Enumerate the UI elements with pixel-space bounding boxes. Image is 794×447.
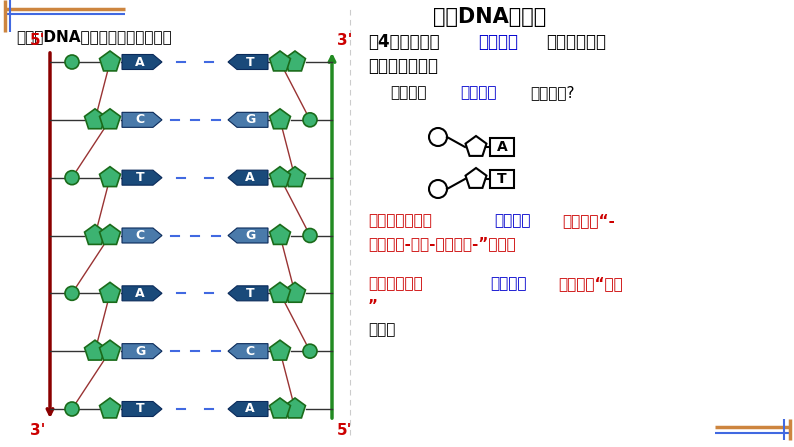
Text: A: A: [135, 55, 145, 68]
Text: 5': 5': [337, 423, 353, 438]
Polygon shape: [269, 109, 291, 129]
Circle shape: [303, 113, 317, 127]
Polygon shape: [122, 228, 162, 243]
Text: T: T: [245, 287, 254, 300]
Polygon shape: [84, 224, 106, 245]
Text: 相邻熈基: 相邻熈基: [460, 85, 496, 101]
Text: 答案两条链上: 答案两条链上: [368, 277, 422, 291]
Text: 两条链上: 两条链上: [390, 85, 426, 101]
Text: T: T: [245, 55, 254, 68]
Text: 脱氧核糖-磷酸-脱氧核糖-”相连；: 脱氧核糖-磷酸-脱氧核糖-”相连；: [368, 236, 516, 252]
Polygon shape: [228, 344, 268, 358]
Text: T: T: [136, 402, 145, 416]
Text: A: A: [135, 287, 145, 300]
Circle shape: [65, 55, 79, 69]
Polygon shape: [122, 286, 162, 301]
Circle shape: [303, 344, 317, 358]
Circle shape: [65, 287, 79, 300]
Text: 答案：一条链上: 答案：一条链上: [368, 214, 432, 228]
Text: 相连；: 相连；: [368, 322, 395, 337]
Polygon shape: [269, 283, 291, 302]
Circle shape: [303, 228, 317, 243]
Polygon shape: [99, 51, 121, 71]
Text: T: T: [497, 172, 507, 186]
Text: （一）DNA双螺旋结构的主要特点: （一）DNA双螺旋结构的主要特点: [16, 30, 172, 45]
Polygon shape: [228, 55, 268, 69]
Polygon shape: [284, 283, 306, 302]
Text: 3': 3': [337, 33, 353, 48]
Text: 之间通过“-: 之间通过“-: [562, 214, 615, 228]
Polygon shape: [99, 340, 121, 360]
Polygon shape: [228, 228, 268, 243]
Polygon shape: [269, 340, 291, 360]
Polygon shape: [99, 224, 121, 245]
FancyBboxPatch shape: [490, 138, 514, 156]
Text: A: A: [245, 402, 255, 416]
Polygon shape: [228, 170, 268, 185]
Text: C: C: [245, 345, 255, 358]
Polygon shape: [228, 286, 268, 301]
Polygon shape: [99, 283, 121, 302]
Text: 之间通过“氢键: 之间通过“氢键: [558, 277, 622, 291]
Polygon shape: [122, 401, 162, 417]
Circle shape: [65, 171, 79, 185]
Text: ”: ”: [368, 299, 378, 315]
FancyBboxPatch shape: [490, 170, 514, 188]
Text: 5': 5': [29, 33, 45, 48]
Text: 相邻熈基: 相邻熈基: [494, 214, 530, 228]
Polygon shape: [228, 112, 268, 127]
Text: C: C: [136, 229, 145, 242]
Polygon shape: [228, 401, 268, 417]
Text: G: G: [245, 114, 255, 127]
Polygon shape: [269, 167, 291, 186]
Circle shape: [65, 402, 79, 416]
Text: （4）一条链上: （4）一条链上: [368, 33, 440, 51]
Polygon shape: [99, 109, 121, 129]
Text: A: A: [496, 140, 507, 154]
Polygon shape: [284, 167, 306, 186]
Text: 3': 3': [29, 423, 45, 438]
Text: A: A: [245, 171, 255, 184]
Polygon shape: [269, 51, 291, 71]
Text: 相邻熈基: 相邻熈基: [490, 277, 526, 291]
Text: G: G: [245, 229, 255, 242]
Text: 之间通过?: 之间通过?: [530, 85, 575, 101]
Polygon shape: [284, 398, 306, 418]
Polygon shape: [84, 109, 106, 129]
Text: 结构连接起来？: 结构连接起来？: [368, 57, 438, 75]
Polygon shape: [99, 167, 121, 186]
Polygon shape: [84, 340, 106, 360]
Text: C: C: [136, 114, 145, 127]
Polygon shape: [122, 112, 162, 127]
Text: T: T: [136, 171, 145, 184]
Polygon shape: [284, 51, 306, 71]
Text: 之间通过什么: 之间通过什么: [546, 33, 606, 51]
Polygon shape: [269, 224, 291, 245]
Polygon shape: [122, 170, 162, 185]
Text: 二、DNA的结构: 二、DNA的结构: [434, 7, 546, 27]
Text: 相邻熈基: 相邻熈基: [478, 33, 518, 51]
Polygon shape: [269, 398, 291, 418]
Polygon shape: [122, 55, 162, 69]
Text: G: G: [135, 345, 145, 358]
Polygon shape: [99, 398, 121, 418]
Polygon shape: [122, 344, 162, 358]
